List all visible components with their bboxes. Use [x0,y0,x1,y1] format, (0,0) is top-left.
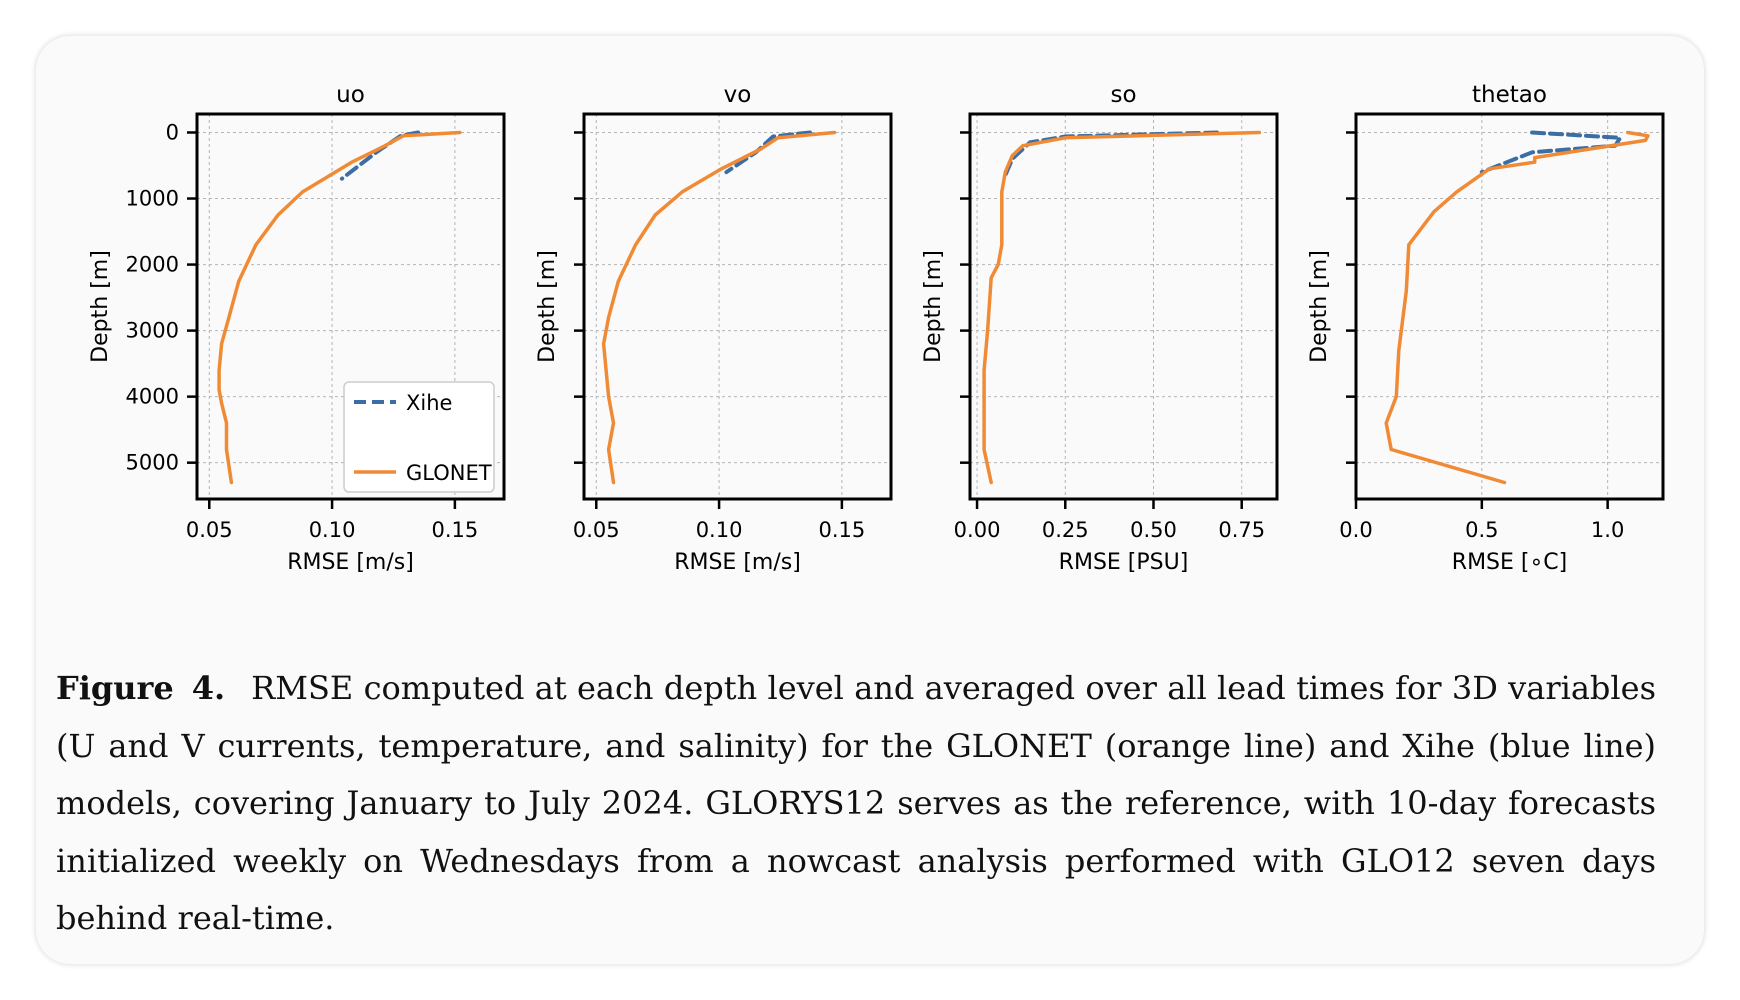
y-axis-label: Depth [m] [88,250,113,363]
x-tick-label: 0.75 [1218,518,1265,542]
y-tick-label: 2000 [126,253,179,277]
chart-panel-vo: 0.05 0.10 0.15 vo RMSE [m/s] Depth [m] [535,82,893,575]
chart-panel-uo: 0.05 0.10 0.15 0 1000 2000 3000 4000 5000 uo RMSE … [88,82,506,575]
caption-text: RMSE computed at each depth level and av… [56,669,1656,937]
x-tick-label: 0.10 [696,518,743,542]
series-line-glonet [982,130,1262,485]
figure-label: Figure 4. [56,669,226,707]
y-tick-label: 1000 [126,187,179,211]
x-tick-label: 0.15 [431,518,478,542]
chart-panel-so: 0.00 0.25 0.50 0.75 so RMSE [PSU] Depth [m] [921,82,1279,575]
chart-title: thetao [1472,82,1547,108]
figure-charts: 0.05 0.10 0.15 0 1000 2000 3000 4000 5000 uo RMSE … [88,82,1665,575]
series-line-xihe [724,130,812,175]
y-tick-label: 3000 [126,319,179,343]
x-tick-label: 0.50 [1130,518,1177,542]
series-line-xihe [1003,130,1219,178]
y-axis-label: Depth [m] [1307,250,1332,363]
x-tick-label: 0.5 [1465,518,1498,542]
y-axis-label: Depth [m] [921,250,946,363]
series-line-glonet [1384,130,1650,485]
x-tick-label: 1.0 [1591,518,1624,542]
axes-frame [582,112,893,501]
legend-label-glonet: GLONET [406,461,492,485]
x-axis-label: RMSE [m/s] [674,550,801,575]
chart-panel-thetao: 0.0 0.5 1.0 thetao RMSE [∘C] Depth [m] [1307,82,1665,575]
x-tick-label: 0.10 [309,518,356,542]
x-tick-label: 0.05 [573,518,620,542]
y-tick-label: 4000 [126,385,179,409]
y-tick-label: 5000 [126,451,179,475]
chart-title: so [1110,82,1136,108]
x-tick-label: 0.0 [1339,518,1372,542]
series-line-glonet [601,130,837,485]
x-tick-label: 0.00 [954,518,1001,542]
x-tick-label: 0.05 [186,518,233,542]
chart-title: vo [724,82,752,108]
series-line-xihe [339,130,420,181]
x-tick-label: 0.15 [818,518,865,542]
figure-caption: Figure 4. RMSE computed at each depth leve… [56,660,1656,948]
chart-title: uo [336,82,365,108]
x-axis-label: RMSE [m/s] [287,550,414,575]
legend-label-xihe: Xihe [406,391,452,415]
y-tick-label: 0 [166,120,179,144]
axes-frame [195,112,506,501]
axes-frame [968,112,1279,501]
x-axis-label: RMSE [∘C] [1452,550,1567,575]
x-axis-label: RMSE [PSU] [1059,550,1189,575]
legend-box [343,381,495,493]
axes-frame [1354,112,1665,501]
series-line-glonet [217,130,462,485]
y-axis-label: Depth [m] [535,250,560,363]
x-tick-label: 0.25 [1042,518,1089,542]
